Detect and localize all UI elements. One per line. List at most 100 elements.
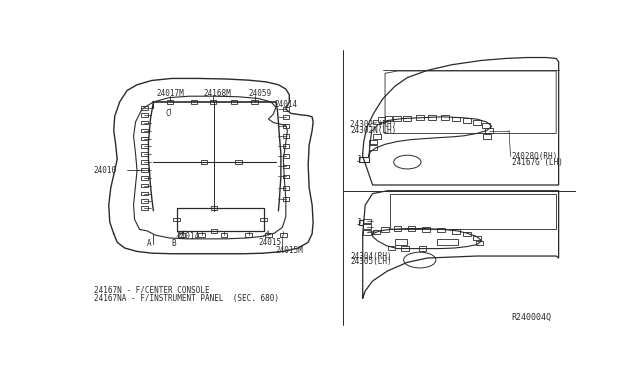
Text: 24014: 24014 — [177, 232, 200, 241]
Bar — [173, 218, 180, 221]
Bar — [372, 120, 381, 124]
Bar — [230, 100, 237, 104]
Bar — [463, 231, 470, 236]
Bar — [283, 174, 289, 178]
Bar — [283, 107, 289, 111]
Bar — [422, 227, 430, 231]
Bar — [401, 246, 408, 251]
Bar — [141, 137, 148, 141]
Text: 24167NA - F/INSTRUMENT PANEL  (SEC. 680): 24167NA - F/INSTRUMENT PANEL (SEC. 680) — [94, 294, 279, 303]
Bar — [385, 116, 392, 121]
Bar — [210, 100, 216, 104]
Text: R240004Q: R240004Q — [511, 313, 552, 322]
Bar — [265, 233, 272, 237]
Bar — [476, 241, 483, 245]
Bar — [141, 113, 148, 117]
Text: 24302N(LH): 24302N(LH) — [350, 126, 397, 135]
Bar — [283, 186, 289, 190]
Bar — [141, 144, 148, 148]
Text: 24168M: 24168M — [203, 89, 231, 98]
Bar — [378, 118, 385, 122]
Text: 24304(RH): 24304(RH) — [350, 251, 392, 260]
Bar — [245, 233, 252, 237]
Bar — [260, 218, 267, 221]
Bar — [363, 224, 371, 229]
Text: 24010: 24010 — [94, 166, 117, 174]
Bar — [283, 124, 289, 128]
Bar — [252, 100, 258, 104]
Bar — [373, 230, 380, 234]
Bar — [280, 233, 287, 237]
Bar — [388, 246, 396, 250]
Bar — [473, 120, 481, 125]
Bar — [403, 116, 412, 121]
Text: 24014: 24014 — [275, 100, 298, 109]
Bar — [369, 140, 376, 144]
Bar — [141, 106, 148, 109]
Bar — [283, 154, 289, 158]
Bar — [452, 117, 460, 121]
Bar — [191, 100, 197, 104]
Text: J: J — [356, 218, 362, 227]
Bar — [437, 228, 445, 232]
Bar — [141, 121, 148, 124]
Text: 24167G (LH): 24167G (LH) — [511, 158, 563, 167]
Bar — [395, 240, 408, 245]
Bar — [141, 168, 148, 172]
Bar — [359, 157, 369, 161]
Bar — [428, 115, 436, 120]
Bar — [440, 115, 449, 120]
Bar — [141, 199, 148, 203]
Bar — [141, 192, 148, 195]
Bar — [283, 198, 289, 201]
Bar — [198, 233, 205, 237]
Bar — [483, 134, 491, 139]
Text: 24028Q(RH): 24028Q(RH) — [511, 153, 558, 161]
Bar — [372, 134, 381, 139]
Bar — [283, 134, 289, 138]
Bar — [408, 227, 415, 231]
Bar — [473, 236, 481, 240]
Bar — [463, 118, 471, 123]
Bar — [141, 129, 148, 132]
Bar — [211, 229, 217, 233]
Bar — [363, 218, 371, 223]
Bar — [482, 123, 490, 128]
Text: J: J — [356, 155, 362, 164]
Bar — [394, 227, 401, 231]
Bar — [359, 220, 369, 225]
Bar — [452, 229, 460, 234]
Bar — [211, 206, 217, 210]
Text: 24167N - F/CENTER CONSOLE: 24167N - F/CENTER CONSOLE — [94, 285, 209, 294]
Bar — [419, 246, 426, 251]
Bar — [236, 160, 242, 164]
Bar — [381, 227, 388, 231]
Bar — [437, 239, 458, 245]
Text: 24059: 24059 — [249, 89, 272, 98]
Bar — [363, 230, 371, 235]
Bar — [283, 144, 289, 148]
Bar — [141, 160, 148, 164]
Text: 24017M: 24017M — [157, 89, 184, 98]
Text: 24305(LH): 24305(LH) — [350, 257, 392, 266]
Bar — [283, 115, 289, 119]
Bar — [485, 128, 493, 133]
Bar — [141, 152, 148, 156]
Text: 24302 (RH): 24302 (RH) — [350, 121, 397, 129]
Text: B: B — [172, 239, 177, 248]
Text: 24015M: 24015M — [276, 246, 303, 255]
Bar — [221, 233, 227, 237]
Bar — [201, 160, 207, 164]
Bar — [179, 233, 185, 237]
Bar — [394, 116, 401, 121]
Bar — [141, 206, 148, 210]
Bar — [141, 184, 148, 187]
Text: C: C — [165, 109, 170, 118]
Text: A: A — [147, 239, 152, 248]
Bar — [416, 115, 424, 120]
Bar — [141, 176, 148, 180]
Bar — [283, 164, 289, 168]
Bar — [167, 100, 173, 104]
Text: 24015: 24015 — [259, 238, 282, 247]
Bar — [369, 145, 376, 150]
